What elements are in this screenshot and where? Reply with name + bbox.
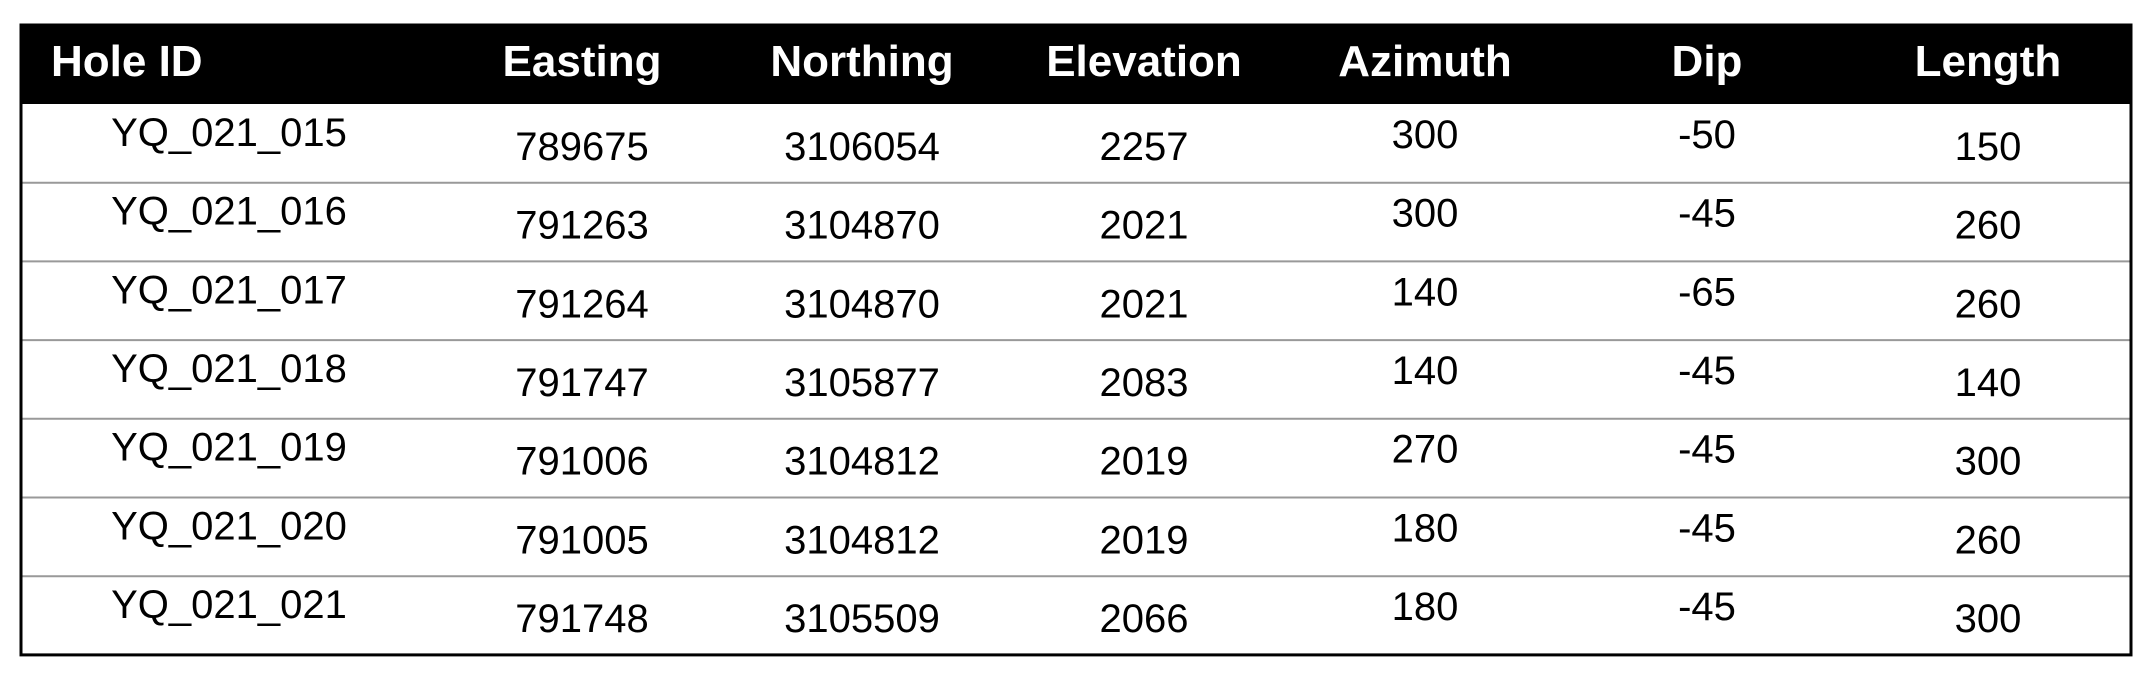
table-cell: 2019 [1100, 518, 1189, 562]
table-cell: 150 [1955, 125, 2022, 169]
table-cell: 140 [1392, 270, 1459, 314]
table-cell: YQ_021_017 [111, 268, 347, 312]
table-cell: YQ_021_016 [111, 190, 347, 234]
table-cell: -45 [1678, 585, 1736, 629]
table-cell: YQ_021_015 [111, 111, 347, 155]
table-cell: 3104870 [784, 282, 940, 326]
header-cell: Length [1915, 37, 2062, 86]
table-cell: 260 [1955, 282, 2022, 326]
table-cell: -45 [1678, 428, 1736, 472]
table-cell: -65 [1678, 270, 1736, 314]
table-cell: 3105877 [784, 361, 940, 405]
table-cell: 270 [1392, 428, 1459, 472]
table-cell: 791006 [515, 440, 648, 484]
table-cell: 300 [1392, 192, 1459, 236]
table-cell: YQ_021_019 [111, 426, 347, 470]
header-band [21, 25, 2131, 104]
table-cell: 2083 [1100, 361, 1189, 405]
header-cell: Azimuth [1338, 37, 1512, 86]
table-cell: 3105509 [784, 597, 940, 641]
table-cell: 791747 [515, 361, 648, 405]
table-cell: -45 [1678, 349, 1736, 393]
table-cell: 791748 [515, 597, 648, 641]
header-cell: Easting [503, 37, 662, 86]
header-cell: Northing [770, 37, 953, 86]
table-cell: 3104812 [784, 440, 940, 484]
table-cell: -50 [1678, 113, 1736, 157]
table-cell: 791264 [515, 282, 648, 326]
table-cell: YQ_021_018 [111, 347, 347, 391]
table-cell: YQ_021_021 [111, 583, 347, 627]
table-cell: 2019 [1100, 440, 1189, 484]
table-cell: 3104812 [784, 518, 940, 562]
table-cell: 260 [1955, 204, 2022, 248]
table-cell: 300 [1955, 597, 2022, 641]
table-cell: 300 [1392, 113, 1459, 157]
table-cell: 260 [1955, 518, 2022, 562]
table-cell: 791005 [515, 518, 648, 562]
table-cell: 180 [1392, 506, 1459, 550]
table-cell: 180 [1392, 585, 1459, 629]
table-border [19, 23, 2133, 657]
table-cell: 140 [1392, 349, 1459, 393]
table-cell: -45 [1678, 192, 1736, 236]
table-cell: 2257 [1100, 125, 1189, 169]
table-cell: 2066 [1100, 597, 1189, 641]
table-cell: 789675 [515, 125, 648, 169]
table-cell: YQ_021_020 [111, 504, 347, 548]
table-cell: 140 [1955, 361, 2022, 405]
table-cell: -45 [1678, 506, 1736, 550]
table-cell: 3104870 [784, 204, 940, 248]
header-cell: Hole ID [51, 37, 203, 86]
table-cell: 2021 [1100, 204, 1189, 248]
header-cell: Elevation [1046, 37, 1242, 86]
table-cell: 300 [1955, 440, 2022, 484]
header-cell: Dip [1672, 37, 1743, 86]
table-cell: 3106054 [784, 125, 940, 169]
table-cell: 2021 [1100, 282, 1189, 326]
table-cell: 791263 [515, 204, 648, 248]
